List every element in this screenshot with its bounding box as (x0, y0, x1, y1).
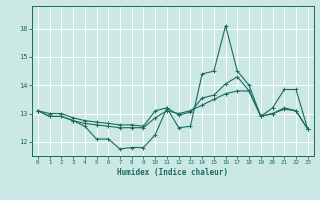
X-axis label: Humidex (Indice chaleur): Humidex (Indice chaleur) (117, 168, 228, 177)
